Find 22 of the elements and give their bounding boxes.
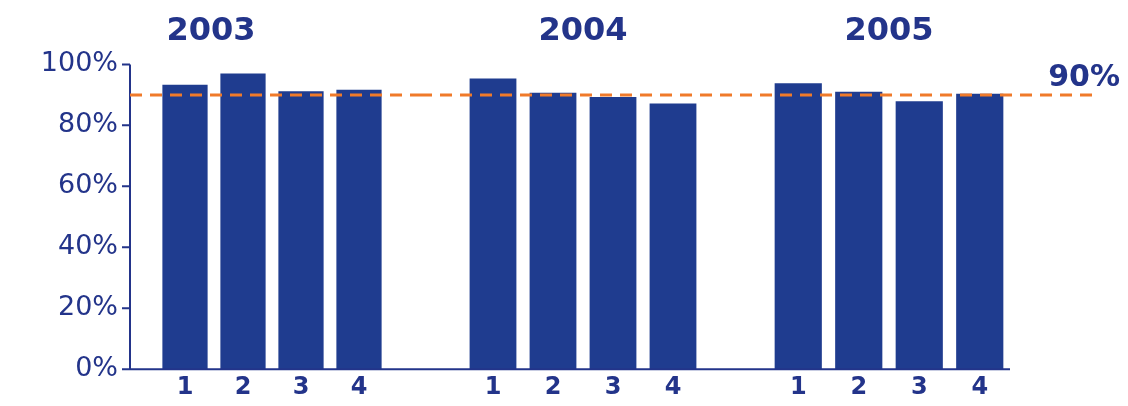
x-tick-label: 1: [789, 371, 807, 400]
x-tick-label: 4: [350, 371, 368, 400]
x-tick-label: 1: [176, 371, 194, 400]
x-tick-label: 3: [604, 371, 622, 400]
chart-title: 2003: [166, 9, 256, 48]
y-tick-label: 80%: [57, 107, 118, 139]
x-tick-label: 4: [971, 371, 989, 400]
y-tick-label: 20%: [57, 290, 118, 322]
y-tick-label: 60%: [57, 168, 118, 200]
x-tick-label: 2: [234, 371, 252, 400]
x-tick-label: 1: [484, 371, 502, 400]
y-tick-label: 40%: [57, 229, 118, 261]
x-tick-label: 2: [850, 371, 868, 400]
x-tick-label: 2: [544, 371, 562, 400]
ref-line-label: 90%: [1048, 57, 1120, 93]
chart-title: 2004: [538, 9, 628, 48]
x-tick-label: 3: [910, 371, 928, 400]
x-tick-label: 3: [292, 371, 310, 400]
y-tick-label: 0%: [75, 351, 118, 383]
y-tick-label: 100%: [40, 46, 118, 78]
chart-title: 2005: [844, 9, 934, 48]
x-tick-label: 4: [664, 371, 682, 400]
